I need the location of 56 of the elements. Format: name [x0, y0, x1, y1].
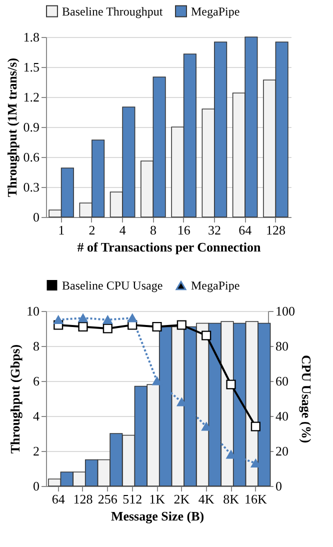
point [226, 380, 236, 390]
x-tick-label: 1 [58, 222, 65, 238]
x-tick-label: 128 [266, 222, 286, 238]
point [78, 322, 88, 332]
y-tick-label: 4 [33, 408, 40, 424]
legend-label: MegaPipe [191, 4, 240, 18]
legend-label: Baseline Throughput [62, 4, 164, 18]
point [78, 314, 88, 322]
x-tick-label: 64 [52, 492, 66, 506]
y-tick-label: 1.8 [23, 30, 40, 44]
y-tick-label: 0.3 [23, 180, 40, 194]
y2-tick-label: 100 [276, 304, 295, 318]
y-tick-label: 0 [33, 478, 40, 494]
y-tick-label: 6 [33, 374, 40, 388]
y-tick-label: 1.5 [23, 60, 40, 74]
x-tick-label: 64 [238, 222, 252, 238]
y-tick-label: 0 [33, 210, 40, 224]
y-tick-label: 10 [26, 304, 40, 318]
y2-tick-label: 40 [276, 408, 288, 424]
point [128, 314, 138, 322]
y-tick-label: 8 [33, 338, 40, 354]
y-axis-title: Throughput (Gbps) [8, 344, 22, 454]
y2-tick-label: 60 [276, 374, 288, 388]
x-tick-label: 2K [174, 492, 190, 506]
y-axis-title: Throughput (1M trans/s) [4, 58, 20, 198]
point [152, 322, 162, 332]
y2-tick-label: 20 [276, 444, 288, 458]
x-tick-label: 512 [122, 492, 142, 506]
x-tick-label: 4 [119, 222, 126, 238]
x-tick-label: 16K [244, 492, 268, 506]
x-axis-title: # of Transactions per Connection [77, 240, 262, 254]
y-tick-label: 1.2 [23, 90, 40, 104]
legend-label: Baseline CPU Usage [62, 278, 163, 292]
x-axis-title: Message Size (B) [110, 508, 204, 524]
y-tick-label: 2 [33, 444, 40, 458]
x-tick-label: 8K [223, 492, 240, 506]
y2-tick-label: 80 [276, 338, 288, 354]
y-tick-label: 0.6 [23, 150, 40, 164]
x-tick-label: 128 [73, 492, 93, 506]
legend-label: MegaPipe [191, 278, 240, 293]
y2-axis-title: CPU Usage (%) [299, 354, 314, 444]
x-tick-label: 8 [150, 222, 156, 238]
y-tick-label: 0.9 [23, 120, 40, 134]
point [250, 422, 260, 432]
x-tick-label: 16 [177, 222, 191, 238]
point [54, 316, 64, 324]
x-tick-label: 256 [98, 492, 118, 506]
x-tick-label: 1K [149, 492, 166, 506]
x-tick-label: 32 [208, 222, 221, 238]
point [102, 316, 112, 324]
x-tick-label: 2 [88, 222, 96, 238]
point [102, 324, 112, 334]
point [202, 330, 212, 340]
point [176, 320, 186, 330]
y2-tick-label: 0 [276, 478, 282, 494]
x-tick-label: 4K [198, 492, 215, 506]
